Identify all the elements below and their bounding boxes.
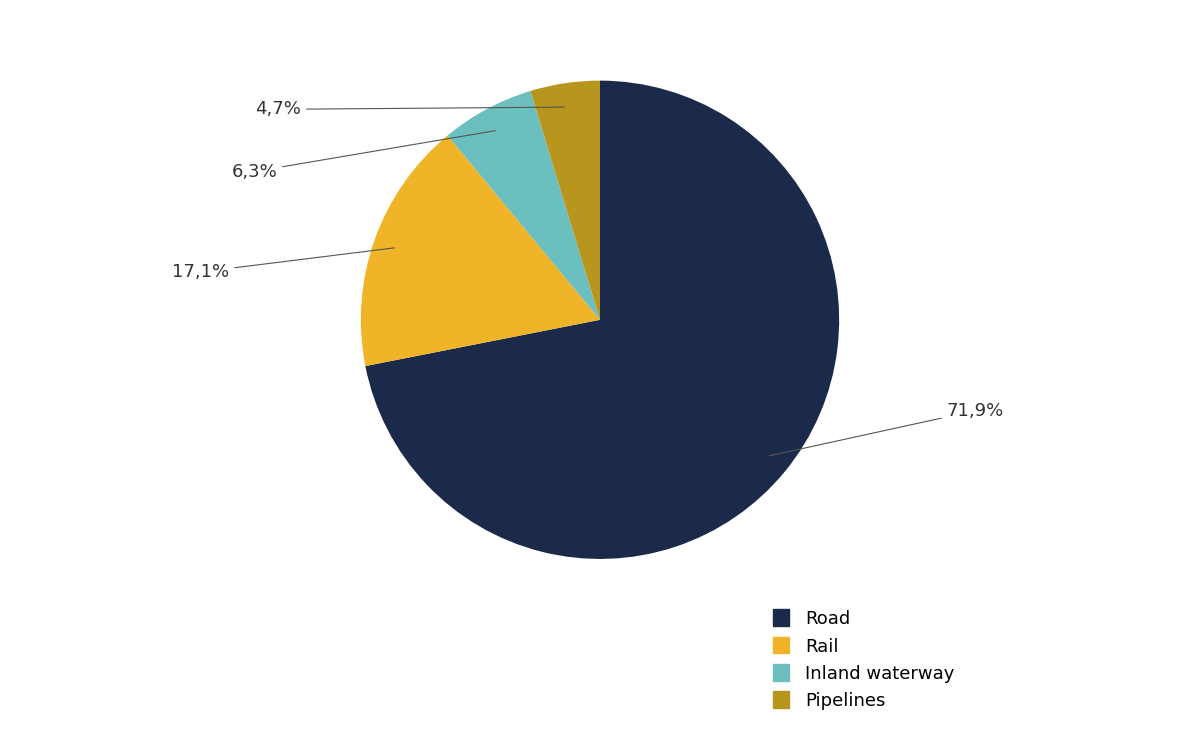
Text: 4,7%: 4,7% (256, 100, 564, 119)
Wedge shape (365, 81, 839, 559)
Text: 17,1%: 17,1% (172, 248, 395, 281)
Text: 6,3%: 6,3% (232, 130, 496, 181)
Text: 71,9%: 71,9% (769, 402, 1004, 456)
Wedge shape (448, 91, 600, 320)
Wedge shape (361, 135, 600, 366)
Legend: Road, Rail, Inland waterway, Pipelines: Road, Rail, Inland waterway, Pipelines (766, 602, 961, 717)
Wedge shape (530, 81, 600, 320)
